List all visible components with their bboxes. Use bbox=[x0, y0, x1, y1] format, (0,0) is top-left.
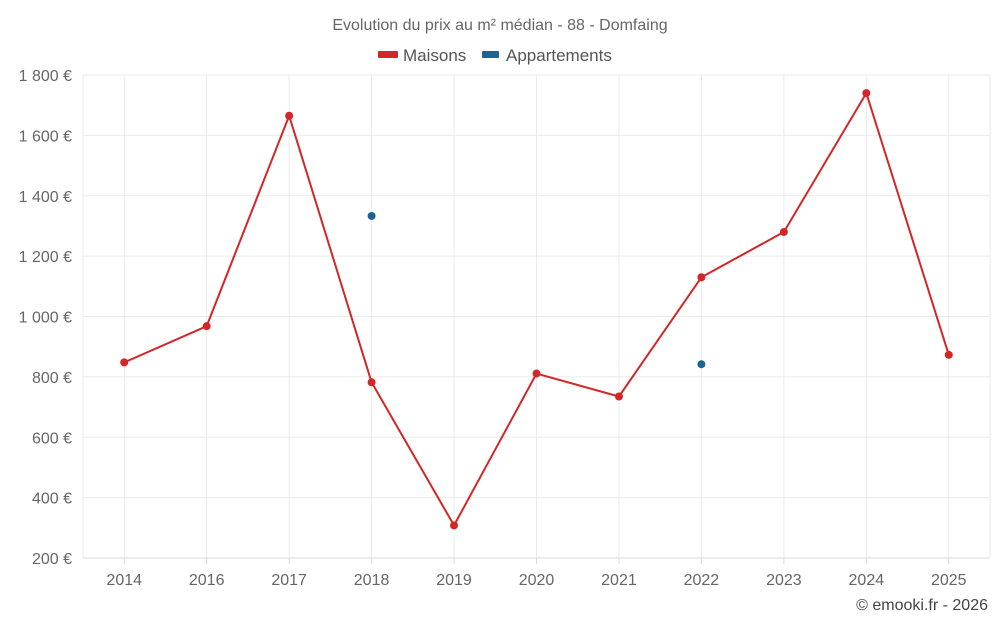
y-tick-label: 1 000 € bbox=[19, 310, 72, 327]
y-tick-label: 1 800 € bbox=[19, 68, 72, 85]
data-point-maisons[interactable] bbox=[450, 521, 459, 530]
data-point-maisons[interactable] bbox=[862, 89, 871, 98]
x-tick-label: 2019 bbox=[436, 572, 472, 589]
y-axis: 200 € 400 € 600 € 800 € 1 000 € 1 200 € 1 400 … bbox=[19, 68, 72, 568]
data-point-appartements[interactable] bbox=[697, 360, 706, 369]
credit-text: © emooki.fr - 2026 bbox=[856, 597, 988, 614]
x-tick-label: 2014 bbox=[106, 572, 142, 589]
data-point-maisons[interactable] bbox=[944, 350, 953, 359]
y-tick-label: 1 200 € bbox=[19, 249, 72, 266]
x-tick-label: 2020 bbox=[519, 572, 555, 589]
legend-item-appartements[interactable]: Appartements bbox=[482, 46, 612, 65]
y-tick-label: 800 € bbox=[32, 370, 72, 387]
y-tick-label: 400 € bbox=[32, 491, 72, 508]
x-tick-label: 2024 bbox=[849, 572, 885, 589]
data-point-maisons[interactable] bbox=[367, 378, 376, 387]
x-tick-label: 2022 bbox=[684, 572, 720, 589]
x-tick-label: 2016 bbox=[189, 572, 225, 589]
legend-item-maisons[interactable]: Maisons bbox=[378, 46, 466, 65]
y-tick-label: 600 € bbox=[32, 430, 72, 447]
data-point-maisons[interactable] bbox=[120, 358, 129, 367]
legend-label-maisons: Maisons bbox=[403, 46, 466, 65]
data-point-maisons[interactable] bbox=[202, 322, 211, 331]
x-tick-label: 2023 bbox=[766, 572, 802, 589]
legend-label-appartements: Appartements bbox=[506, 46, 612, 65]
y-tick-label: 200 € bbox=[32, 551, 72, 568]
legend: Maisons Appartements bbox=[378, 46, 612, 65]
data-point-maisons[interactable] bbox=[532, 369, 541, 378]
x-tick-label: 2025 bbox=[931, 572, 967, 589]
legend-swatch-maisons bbox=[378, 51, 398, 58]
x-axis: 2014 2016 2017 2018 2019 2020 2021 2022 2023 2024… bbox=[83, 557, 990, 589]
legend-swatch-appartements bbox=[482, 51, 499, 58]
data-point-maisons[interactable] bbox=[614, 392, 623, 401]
data-point-maisons[interactable] bbox=[697, 273, 706, 282]
chart-title: Evolution du prix au m² médian - 88 - Do… bbox=[332, 17, 667, 34]
data-point-maisons[interactable] bbox=[779, 227, 788, 236]
data-point-appartements[interactable] bbox=[367, 211, 376, 220]
gridlines bbox=[82, 74, 991, 559]
x-tick-label: 2018 bbox=[354, 572, 390, 589]
data-point-maisons[interactable] bbox=[285, 111, 294, 120]
y-tick-label: 1 600 € bbox=[19, 128, 72, 145]
y-tick-label: 1 400 € bbox=[19, 189, 72, 206]
series-layer bbox=[120, 89, 953, 530]
x-tick-label: 2021 bbox=[601, 572, 637, 589]
x-tick-label: 2017 bbox=[271, 572, 307, 589]
